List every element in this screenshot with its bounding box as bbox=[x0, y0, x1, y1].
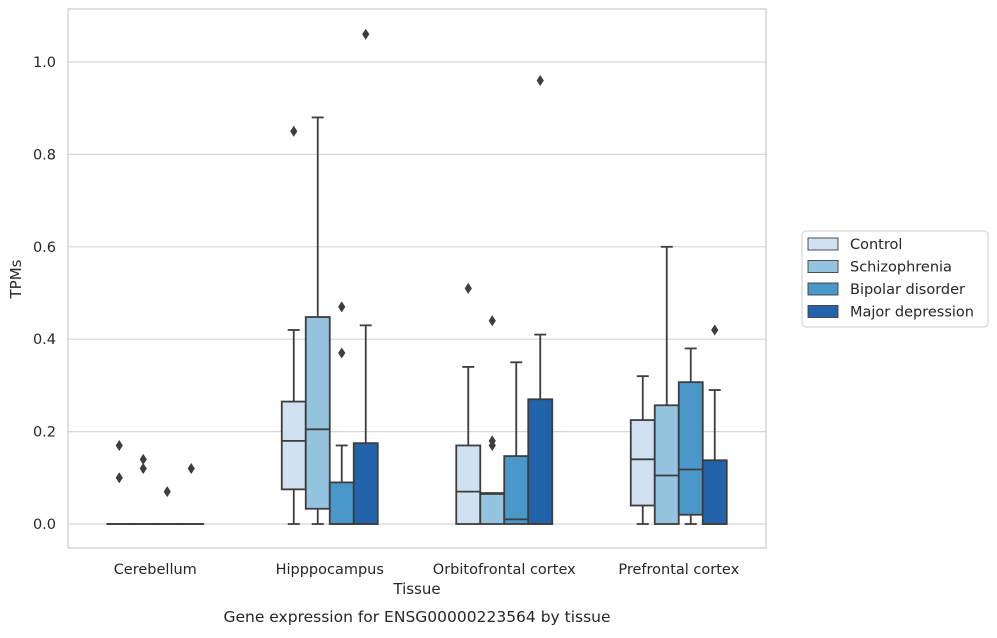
box-control bbox=[282, 126, 306, 524]
chart-caption: Gene expression for ENSG00000223564 by t… bbox=[223, 608, 610, 626]
legend-label: Schizophrenia bbox=[850, 260, 952, 276]
box-bipolar-disorder bbox=[679, 348, 703, 524]
box-control bbox=[456, 283, 480, 524]
y-axis-label: TPMs bbox=[7, 259, 25, 299]
box-body bbox=[480, 493, 504, 524]
box-body bbox=[354, 443, 378, 524]
outlier-point bbox=[116, 440, 123, 451]
y-tick-label: 0.6 bbox=[33, 240, 56, 256]
box-body bbox=[306, 317, 330, 509]
boxes bbox=[107, 29, 726, 524]
box-body bbox=[631, 420, 655, 505]
box-schizophrenia bbox=[655, 247, 679, 524]
outlier-point bbox=[338, 301, 345, 312]
outlier-point bbox=[164, 486, 171, 497]
box-control bbox=[107, 440, 131, 524]
y-tick-label: 0.8 bbox=[33, 147, 56, 163]
box-major-depression bbox=[179, 463, 203, 524]
box-bipolar-disorder bbox=[155, 486, 179, 524]
box-body bbox=[655, 405, 679, 524]
outlier-point bbox=[362, 29, 369, 40]
outlier-point bbox=[465, 283, 472, 294]
legend-swatch bbox=[808, 238, 838, 250]
box-major-depression bbox=[703, 324, 727, 524]
box-body bbox=[504, 456, 528, 524]
legend-label: Control bbox=[850, 237, 902, 253]
outlier-point bbox=[711, 324, 718, 335]
outlier-point bbox=[290, 126, 297, 137]
box-schizophrenia bbox=[131, 454, 155, 524]
x-tick-labels: Cerebellum Hipppocampus Orbitofrontal cort… bbox=[114, 562, 740, 578]
box-body bbox=[282, 402, 306, 490]
legend-swatch bbox=[808, 306, 838, 318]
outlier-point bbox=[537, 75, 544, 86]
box-schizophrenia bbox=[480, 315, 504, 524]
box-body bbox=[456, 445, 480, 524]
y-tick-label: 1.0 bbox=[33, 55, 56, 71]
y-tick-label: 0.2 bbox=[33, 425, 56, 441]
legend-label: Bipolar disorder bbox=[850, 282, 965, 298]
box-major-depression bbox=[528, 75, 552, 524]
box-schizophrenia bbox=[306, 117, 330, 524]
box-bipolar-disorder bbox=[504, 362, 528, 524]
x-tick-label: Cerebellum bbox=[114, 562, 197, 578]
legend-swatch bbox=[808, 261, 838, 273]
legend: Control Schizophrenia Bipolar disorder Majo… bbox=[802, 231, 988, 327]
legend-swatch bbox=[808, 283, 838, 295]
outlier-point bbox=[140, 463, 147, 474]
box-body bbox=[703, 460, 727, 524]
y-tick-label: 0.0 bbox=[33, 517, 56, 533]
box-major-depression bbox=[354, 29, 378, 524]
y-tick-labels: 0.0 0.2 0.4 0.6 0.8 1.0 bbox=[33, 55, 56, 533]
legend-label: Major depression bbox=[850, 305, 974, 321]
box-bipolar-disorder bbox=[330, 301, 354, 524]
box-body bbox=[679, 382, 703, 515]
outlier-point bbox=[116, 472, 123, 483]
x-tick-label: Hipppocampus bbox=[276, 562, 384, 578]
outlier-point bbox=[188, 463, 195, 474]
x-axis-label: Tissue bbox=[392, 580, 440, 598]
box-body bbox=[330, 482, 354, 524]
box-control bbox=[631, 376, 655, 524]
x-tick-label: Prefrontal cortex bbox=[618, 562, 739, 578]
outlier-point bbox=[338, 348, 345, 359]
x-tick-label: Orbitofrontal cortex bbox=[433, 562, 576, 578]
y-tick-label: 0.4 bbox=[33, 332, 56, 348]
box-body bbox=[528, 399, 552, 524]
outlier-point bbox=[489, 315, 496, 326]
